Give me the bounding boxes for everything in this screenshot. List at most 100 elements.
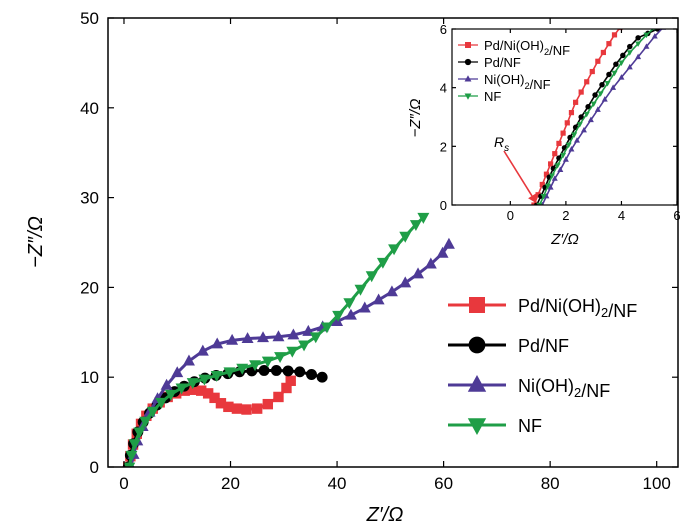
inset-point-ni-oh-nf — [626, 63, 633, 70]
inset-point-nf — [597, 91, 604, 97]
main-legend-item-pd-ni-oh-nf: Pd/Ni(OH)2/NF — [448, 296, 637, 321]
rs-annotation: Rs — [494, 134, 537, 204]
main-point-ni-oh-nf — [331, 315, 344, 326]
main-point-pd-nf — [258, 365, 270, 376]
main-y-tick-label: 50 — [80, 9, 99, 28]
main-point-pd-ni-oh-nf — [262, 398, 274, 410]
inset-point-pd-ni-oh-nf — [560, 130, 566, 136]
main-point-nf — [261, 356, 274, 368]
inset-point-nf — [583, 111, 590, 118]
main-y-tick-label: 0 — [90, 458, 99, 477]
main-line-ni-oh-nf — [129, 243, 451, 467]
inset-point-ni-oh-nf — [601, 96, 608, 102]
inset-point-ni-oh-nf — [547, 184, 554, 190]
inset-point-nf — [571, 132, 578, 138]
main-line-nf — [127, 216, 425, 467]
main-point-nf — [175, 383, 188, 395]
main-point-nf — [146, 406, 159, 418]
main-point-pd-ni-oh-nf — [241, 404, 252, 415]
inset-point-ni-oh-nf — [580, 126, 587, 133]
inset-legend-marker-ni-oh-nf — [464, 75, 472, 82]
inset-point-pd-ni-oh-nf — [539, 181, 545, 188]
main-legend-marker-nf — [467, 418, 487, 435]
main-legend-label-ni-oh-nf: Ni(OH)2/NF — [518, 376, 610, 401]
main-point-nf — [125, 450, 138, 462]
main-point-ni-oh-nf — [372, 293, 385, 305]
main-point-pd-ni-oh-nf — [196, 385, 207, 396]
inset-point-pd-nf — [635, 35, 641, 41]
inset-point-nf — [618, 60, 625, 66]
main-point-pd-ni-oh-nf — [202, 388, 214, 399]
inset-point-nf — [544, 183, 551, 190]
inset-point-pd-ni-oh-nf — [578, 89, 584, 95]
main-point-pd-ni-oh-nf — [285, 375, 296, 386]
main-point-ni-oh-nf — [412, 267, 425, 279]
inset-point-ni-oh-nf — [562, 156, 569, 162]
inset-point-pd-ni-oh-nf — [595, 58, 601, 64]
main-point-pd-ni-oh-nf — [209, 392, 220, 404]
inset-point-pd-nf — [620, 52, 626, 59]
inset-point-pd-nf — [578, 114, 584, 120]
main-point-pd-ni-oh-nf — [273, 391, 284, 403]
main-point-nf — [139, 416, 152, 428]
inset-point-pd-nf — [606, 71, 612, 78]
inset-point-nf — [540, 193, 547, 200]
inset-point-ni-oh-nf — [557, 166, 564, 173]
main-series-pd-nf — [122, 365, 328, 467]
inset-point-pd-ni-oh-nf — [568, 110, 575, 116]
main-point-nf — [210, 370, 223, 382]
main-legend-item-nf: NF — [448, 416, 542, 436]
main-point-nf — [286, 346, 299, 358]
inset-point-nf — [565, 142, 572, 149]
main-point-pd-ni-oh-nf — [215, 398, 227, 409]
inset-point-pd-nf — [627, 43, 633, 50]
inset-point-ni-oh-nf — [635, 53, 642, 60]
inset-point-pd-ni-oh-nf — [556, 140, 562, 146]
inset-x-tick-label: 4 — [618, 208, 625, 223]
main-x-tick-label: 100 — [643, 474, 671, 493]
main-point-nf — [223, 367, 236, 379]
main-x-tick-label: 60 — [434, 474, 453, 493]
inset-point-pd-nf — [592, 92, 598, 98]
inset-point-ni-oh-nf — [574, 137, 580, 143]
main-legend-label-nf: NF — [518, 416, 542, 436]
inset-series-pd-ni-oh-nf — [531, 29, 623, 205]
inset-series-nf — [536, 29, 656, 205]
main-point-ni-oh-nf — [182, 354, 195, 366]
main-point-ni-oh-nf — [424, 257, 437, 269]
main-legend-item-ni-oh-nf: Ni(OH)2/NF — [448, 375, 610, 401]
main-y-tick-label: 20 — [80, 278, 99, 297]
inset-point-ni-oh-nf — [551, 175, 558, 181]
main-plot-frame — [107, 17, 679, 468]
main-point-nf — [133, 427, 146, 439]
main-point-ni-oh-nf — [226, 333, 239, 345]
main-point-ni-oh-nf — [196, 344, 209, 356]
main-y-tick-label: 30 — [80, 189, 99, 208]
inset-x-tick-label: 2 — [562, 208, 569, 223]
main-point-pd-ni-oh-nf — [281, 382, 292, 394]
main-x-tick-label: 20 — [221, 474, 240, 493]
main-y-axis-label: −Z″/Ω — [25, 216, 47, 268]
main-point-pd-ni-oh-nf — [223, 401, 234, 413]
main-point-nf — [409, 220, 422, 232]
inset-legend-label-pd-nf: Pd/NF — [484, 55, 521, 70]
main-point-nf — [376, 257, 389, 269]
main-y-tick-label: 10 — [80, 368, 99, 387]
main-x-tick-label: 0 — [119, 474, 128, 493]
main-point-nf — [332, 310, 345, 322]
inset-legend-item-pd-ni-oh-nf: Pd/Ni(OH)2/NF — [458, 38, 570, 58]
main-point-nf — [298, 340, 311, 352]
inset-point-pd-ni-oh-nf — [589, 68, 595, 75]
inset-point-nf — [554, 163, 561, 169]
inset-point-nf — [604, 81, 611, 87]
inset-legend-item-ni-oh-nf: Ni(OH)2/NF — [458, 72, 551, 92]
main-point-pd-nf — [282, 365, 294, 377]
main-point-nf — [343, 298, 356, 310]
inset-point-pd-nf — [585, 104, 591, 110]
main-point-nf — [186, 378, 199, 390]
main-series-nf — [123, 212, 430, 467]
rs-arrow — [503, 150, 533, 197]
inset-point-pd-ni-oh-nf — [606, 41, 612, 47]
